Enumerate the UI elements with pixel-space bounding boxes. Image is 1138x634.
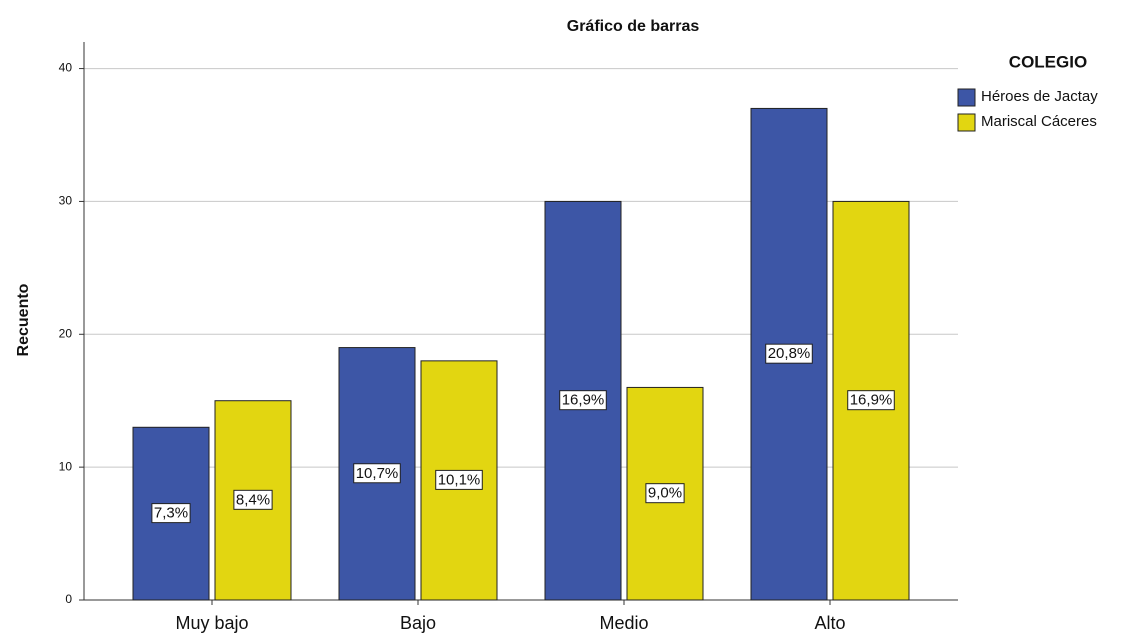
data-label-box [847, 390, 895, 411]
x-tick-label: Bajo [400, 613, 436, 633]
x-tick-label: Muy bajo [175, 613, 248, 633]
data-label-box [435, 469, 483, 490]
legend-label: Mariscal Cáceres [981, 113, 1097, 130]
data-label: 16,9% [562, 392, 605, 409]
y-tick-label: 30 [59, 194, 73, 208]
legend-swatch [957, 88, 976, 107]
legend-swatch [957, 113, 976, 132]
data-label: 16,9% [850, 392, 893, 409]
data-label: 8,4% [236, 491, 270, 508]
y-tick-label: 20 [59, 326, 73, 340]
y-axis-label: Recuento [15, 283, 32, 356]
y-tick-label: 10 [59, 459, 73, 473]
data-label-box [233, 489, 273, 510]
data-label: 20,8% [768, 345, 811, 362]
chart-title: Gráfico de barras [567, 18, 700, 35]
x-tick-label: Alto [814, 613, 845, 633]
data-label-box [353, 463, 401, 484]
x-tick-label: Medio [599, 613, 648, 633]
y-tick-label: 40 [59, 61, 73, 75]
y-tick-label: 0 [65, 592, 72, 606]
data-label: 9,0% [648, 485, 682, 502]
data-label: 10,1% [438, 471, 481, 488]
data-label-box [559, 390, 607, 411]
legend-label: Héroes de Jactay [981, 88, 1098, 105]
data-label-box [645, 483, 685, 504]
data-label: 10,7% [356, 465, 399, 482]
data-label: 7,3% [154, 505, 188, 522]
data-label-box [765, 343, 813, 364]
legend-title: COLEGIO [1009, 52, 1087, 71]
data-label-box [151, 503, 191, 524]
